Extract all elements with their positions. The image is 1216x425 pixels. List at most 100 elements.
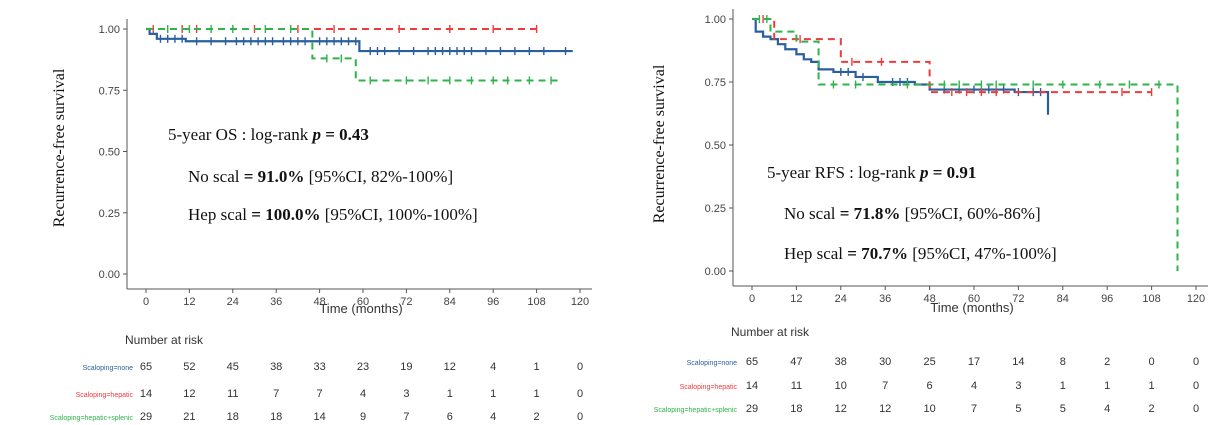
risk-count: 18 [790, 403, 802, 415]
x-tick-label: 84 [1057, 293, 1069, 305]
x-tick-label: 108 [1142, 293, 1160, 305]
y-tick-label: 1.00 [705, 14, 726, 26]
risk-count: 1 [1149, 380, 1155, 392]
risk-count: 0 [1193, 356, 1199, 368]
risk-row-label: Scaloping=hepatic+splenic [50, 415, 134, 422]
risk-count: 3 [403, 388, 409, 400]
risk-count: 4 [490, 361, 496, 373]
x-tick-label: 48 [313, 296, 325, 308]
risk-count: 0 [1193, 380, 1199, 392]
x-tick-label: 24 [835, 293, 847, 305]
risk-count: 4 [971, 380, 977, 392]
risk-count: 12 [879, 403, 891, 415]
risk-count: 6 [927, 380, 933, 392]
risk-count: 10 [835, 380, 847, 392]
x-tick-label: 108 [527, 296, 545, 308]
survival-curve-0 [752, 17, 1050, 115]
risk-count: 9 [360, 411, 366, 423]
y-tick-label: 0.75 [99, 85, 120, 97]
risk-row-label: Scaloping=hepatic+splenic [654, 407, 738, 414]
risk-count: 1 [1104, 380, 1110, 392]
x-tick-label: 120 [571, 296, 589, 308]
y-tick-label: 0.75 [705, 77, 726, 89]
risk-count: 5 [1015, 403, 1021, 415]
risk-count: 0 [577, 388, 583, 400]
risk-count: 3 [1015, 380, 1021, 392]
risk-row-label: Scaloping=none [687, 360, 738, 367]
risk-count: 7 [403, 411, 409, 423]
risk-count: 12 [183, 388, 195, 400]
x-tick-label: 96 [1101, 293, 1113, 305]
risk-count: 25 [923, 356, 935, 368]
hep-scal-name: Hep scal [784, 244, 847, 263]
hep-scal-annotation: Hep scal = 100.0% [95%CI, 100%-100%] [188, 205, 478, 224]
risk-count: 1 [490, 388, 496, 400]
risk-count: 4 [360, 388, 366, 400]
x-tick-label: 12 [790, 293, 802, 305]
risk-count: 2 [1149, 403, 1155, 415]
km-panel-os: Recurrence-free survival Time (months) N… [50, 19, 592, 423]
risk-count: 0 [1193, 403, 1199, 415]
no-scal-ci: [95%CI, 82%-100%] [304, 167, 453, 186]
hep-scal-value: = 70.7% [847, 244, 908, 263]
hep-scal-ci: [95%CI, 100%-100%] [320, 205, 477, 224]
risk-count: 10 [923, 403, 935, 415]
risk-count: 7 [273, 388, 279, 400]
hep-scal-annotation: Hep scal = 70.7% [95%CI, 47%-100%] [784, 244, 1057, 263]
x-tick-label: 12 [183, 296, 195, 308]
risk-count: 21 [183, 411, 195, 423]
x-tick-label: 84 [444, 296, 456, 308]
risk-count: 6 [447, 411, 453, 423]
no-scal-value: = 71.8% [840, 204, 901, 223]
risk-count: 45 [227, 361, 239, 373]
risk-count: 4 [490, 411, 496, 423]
survival-curve-1 [752, 18, 1152, 94]
x-axis-label: Time (months) [930, 300, 1013, 315]
risk-count: 14 [1012, 356, 1024, 368]
y-tick-label: 0.00 [99, 269, 120, 281]
risk-table-title: Number at risk [731, 325, 810, 339]
risk-count: 33 [313, 361, 325, 373]
no-scal-ci: [95%CI, 60%-86%] [900, 204, 1040, 223]
risk-count: 8 [1060, 356, 1066, 368]
risk-count: 1 [534, 388, 540, 400]
x-tick-label: 96 [487, 296, 499, 308]
x-tick-label: 36 [879, 293, 891, 305]
risk-count: 1 [447, 388, 453, 400]
risk-count: 65 [746, 356, 758, 368]
risk-count: 29 [140, 411, 152, 423]
risk-count: 11 [227, 388, 238, 400]
y-axis-label: Recurrence-free survival [51, 68, 68, 227]
risk-count: 23 [357, 361, 369, 373]
risk-count: 12 [835, 403, 847, 415]
y-axis-label: Recurrence-free survival [651, 64, 668, 223]
p-symbol: p [918, 163, 929, 182]
risk-count: 47 [790, 356, 802, 368]
risk-count: 4 [1104, 403, 1110, 415]
y-tick-label: 0.25 [705, 203, 726, 215]
p-value: = 0.91 [928, 163, 976, 182]
risk-count: 1 [534, 361, 540, 373]
risk-count: 18 [270, 411, 282, 423]
risk-row-label: Scaloping=none [83, 365, 134, 372]
risk-count: 52 [183, 361, 195, 373]
risk-count: 0 [577, 411, 583, 423]
km-panel-rfs: Recurrence-free survival Time (months) N… [651, 9, 1208, 415]
risk-count: 2 [534, 411, 540, 423]
y-tick-label: 0.50 [99, 147, 120, 159]
y-tick-label: 1.00 [99, 24, 120, 36]
x-tick-label: 60 [357, 296, 369, 308]
no-scal-annotation: No scal = 91.0% [95%CI, 82%-100%] [188, 167, 453, 186]
risk-count: 17 [968, 356, 980, 368]
survival-curve-2 [146, 28, 562, 82]
risk-count: 38 [835, 356, 847, 368]
x-tick-label: 36 [270, 296, 282, 308]
risk-count: 5 [1060, 403, 1066, 415]
risk-count: 12 [444, 361, 456, 373]
y-tick-label: 0.00 [705, 266, 726, 278]
risk-count: 30 [879, 356, 891, 368]
risk-count: 14 [313, 411, 325, 423]
risk-count: 14 [140, 388, 152, 400]
hep-scal-ci: [95%CI, 47%-100%] [908, 244, 1057, 263]
no-scal-value: = 91.0% [244, 167, 305, 186]
